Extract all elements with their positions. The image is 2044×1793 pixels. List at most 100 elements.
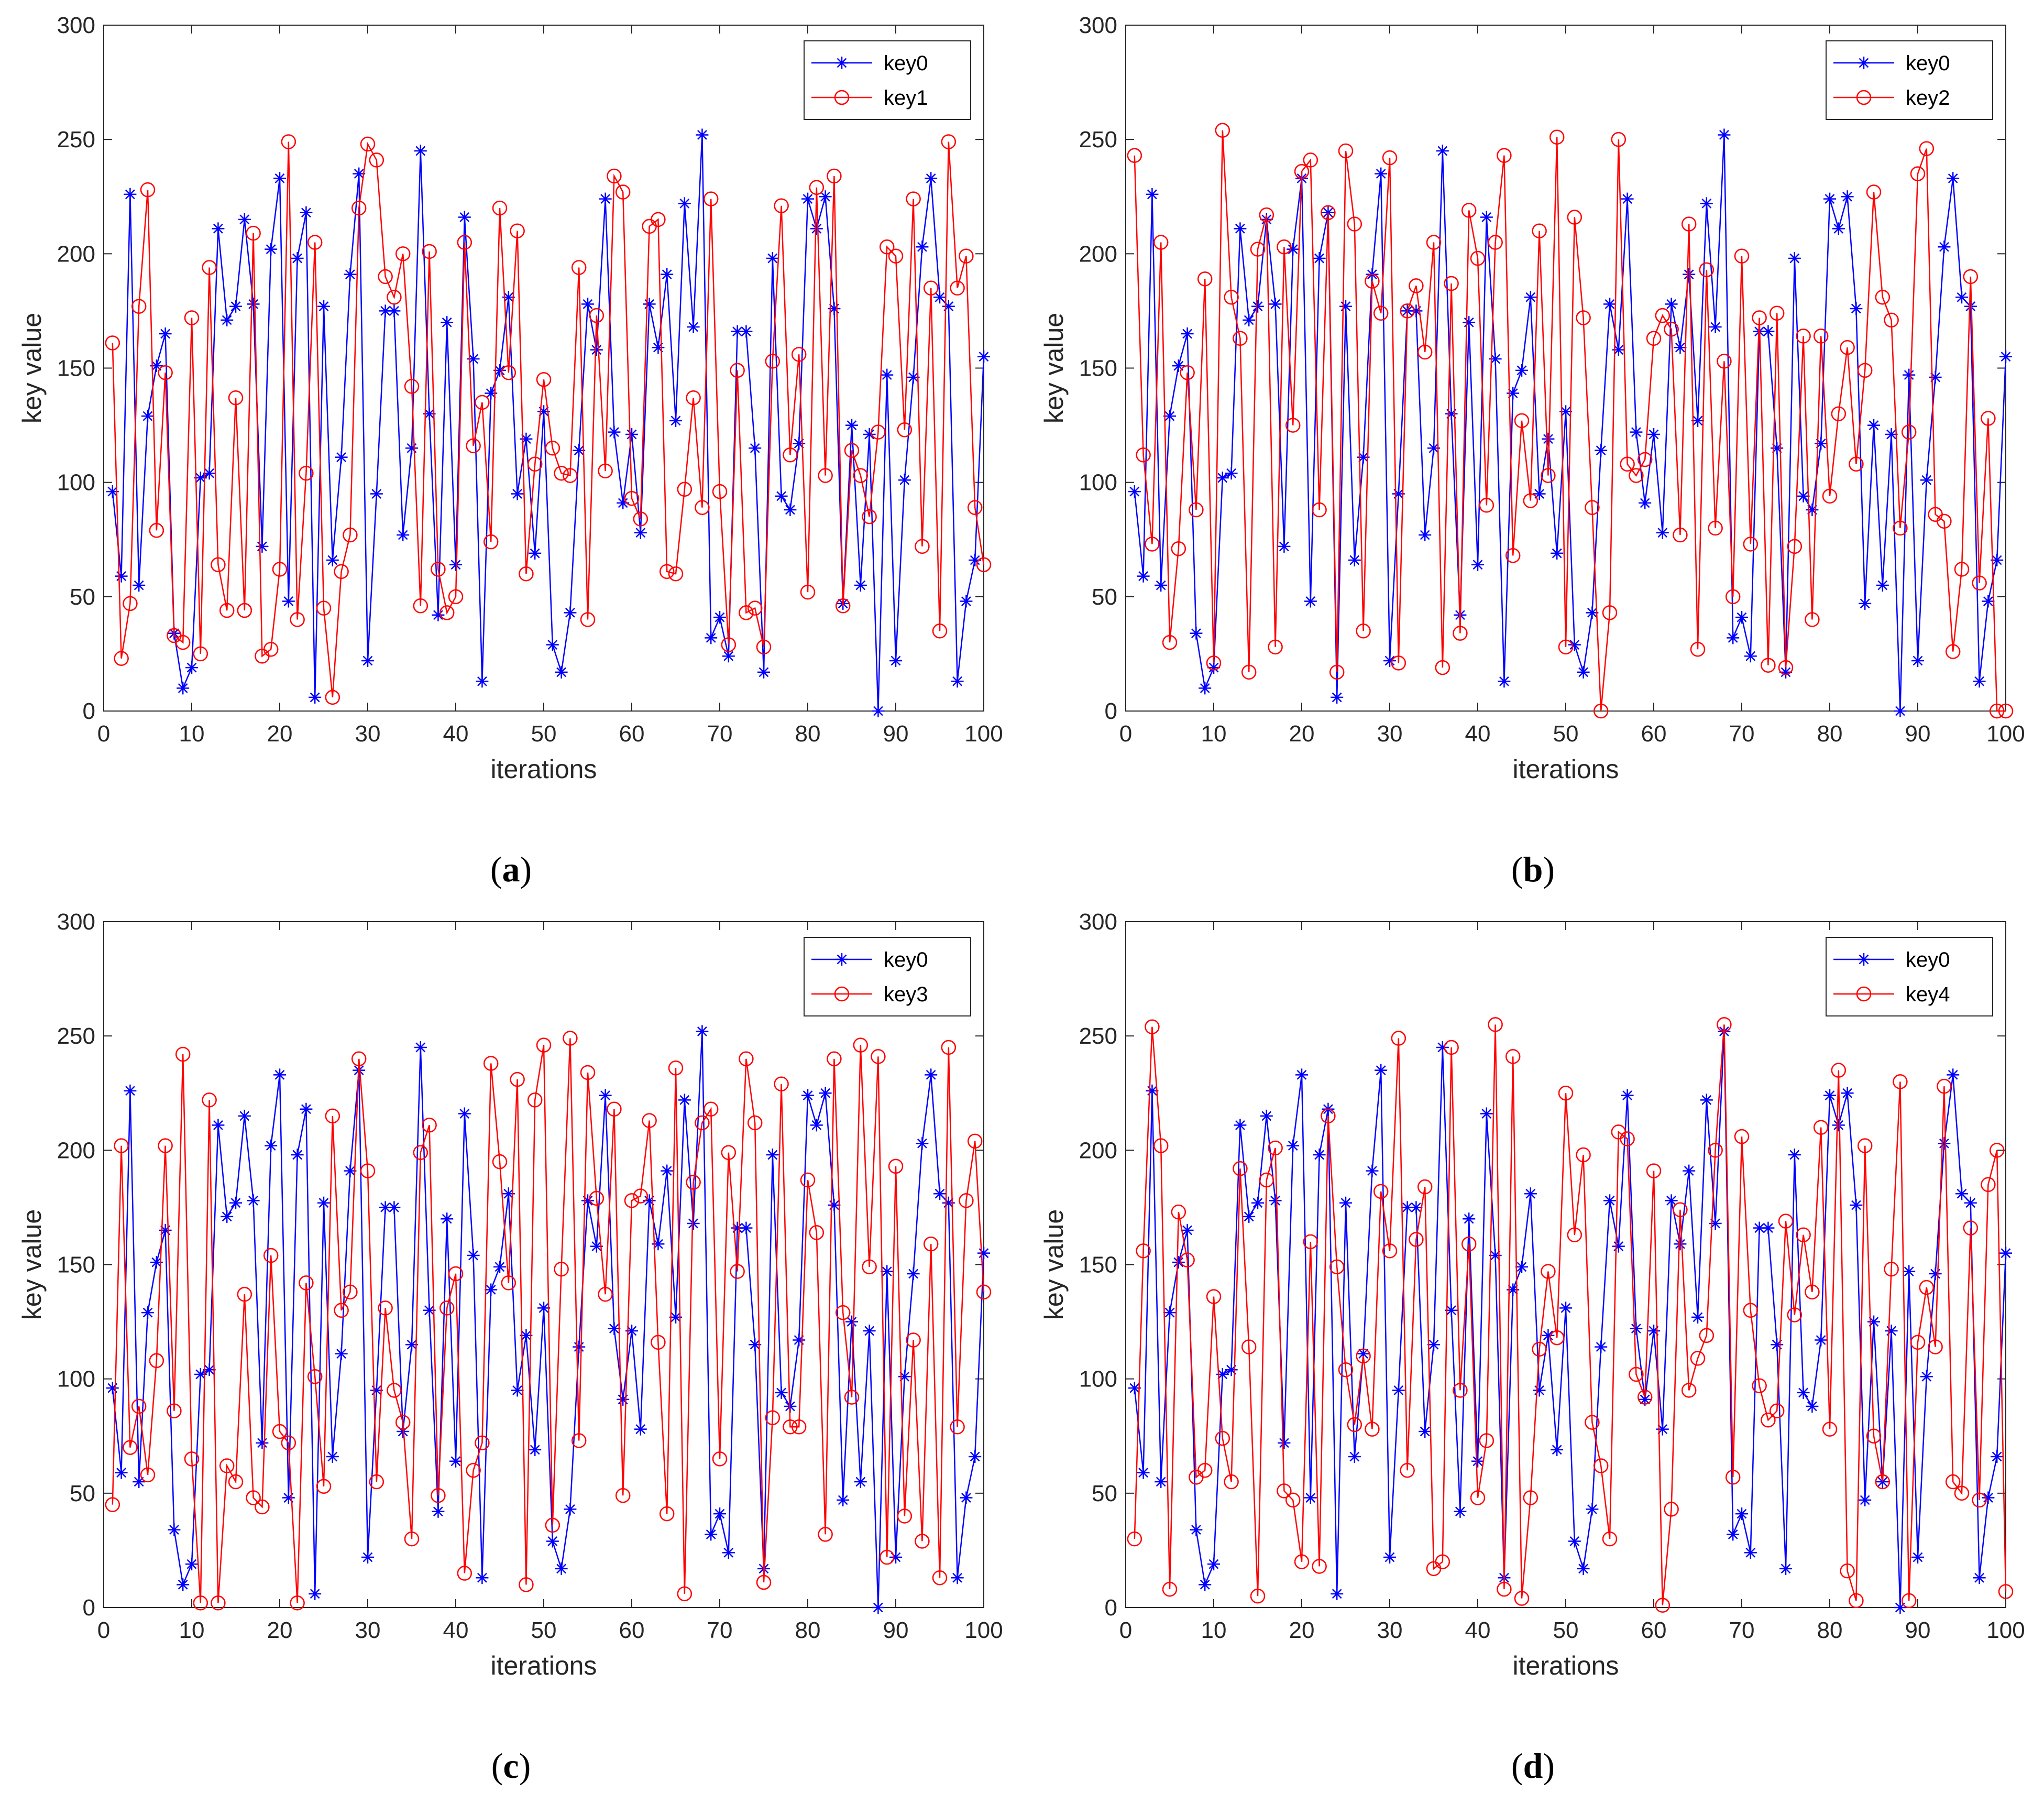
- data-point-key0: [1207, 1558, 1220, 1571]
- legend-label: key0: [1906, 52, 1950, 75]
- data-point-key3: [756, 1575, 772, 1590]
- data-point-key0: [124, 1084, 137, 1097]
- data-point-key2: [1981, 411, 1996, 426]
- data-point-key4: [1285, 1492, 1301, 1508]
- data-point-key0: [608, 1322, 621, 1335]
- data-point-key4: [1417, 1179, 1433, 1195]
- data-point-key0: [634, 1423, 647, 1436]
- data-point-key3: [545, 1517, 561, 1533]
- data-point-key2: [1796, 329, 1811, 344]
- x-tick-label: 50: [1553, 721, 1579, 747]
- x-tick-label: 20: [267, 721, 293, 747]
- y-tick-label: 50: [1092, 1481, 1117, 1506]
- data-point-key2: [1620, 456, 1635, 472]
- data-point-key3: [466, 1462, 481, 1478]
- caption-a-label: a: [502, 849, 520, 889]
- data-point-key1: [140, 182, 156, 198]
- data-point-key2: [1321, 205, 1336, 221]
- data-point-key2: [1717, 354, 1732, 369]
- data-point-key3: [290, 1595, 305, 1611]
- data-point-key4: [1787, 1307, 1803, 1322]
- data-point-key1: [519, 566, 534, 582]
- data-point-key1: [237, 603, 252, 618]
- data-point-key3: [263, 1248, 279, 1263]
- data-point-key0: [1234, 222, 1247, 235]
- data-point-key0: [1744, 650, 1757, 663]
- data-point-key2: [1461, 203, 1477, 218]
- data-point-key0: [361, 654, 374, 668]
- data-point-key4: [1725, 1470, 1741, 1485]
- data-point-key0: [405, 1338, 418, 1351]
- data-point-key0: [1788, 1149, 1801, 1162]
- data-point-key0: [1542, 1329, 1555, 1342]
- data-point-key0: [397, 1425, 410, 1438]
- data-point-key0: [1199, 682, 1212, 695]
- data-point-key0: [969, 554, 982, 567]
- data-point-key0: [124, 188, 137, 201]
- data-point-key2: [1708, 520, 1723, 536]
- series-key0: [1128, 1025, 2012, 1614]
- data-point-key3: [457, 1566, 472, 1581]
- data-point-key1: [571, 260, 587, 275]
- data-point-key0: [1383, 654, 1396, 668]
- data-point-key0: [379, 304, 392, 318]
- data-point-key0: [678, 197, 691, 210]
- data-point-key3: [211, 1595, 226, 1611]
- data-point-key0: [1859, 597, 1872, 610]
- data-point-key3: [651, 1335, 666, 1350]
- data-point-key1: [677, 482, 693, 497]
- data-point-key1: [607, 168, 622, 184]
- chart-panel-b: 0 10 20 30 40 50 60 70 80 90 100 0 50 100 150 200 250 300…: [1022, 0, 2044, 896]
- data-point-key1: [466, 438, 481, 454]
- data-point-key0: [872, 1601, 885, 1614]
- data-point-key4: [1981, 1177, 1996, 1193]
- data-point-key0: [335, 451, 348, 464]
- y-axis-label: key value: [1039, 313, 1069, 423]
- data-point-key0: [599, 1089, 612, 1102]
- data-point-key2: [1241, 664, 1257, 680]
- y-tick-label: 100: [1079, 470, 1117, 496]
- data-point-key2: [1285, 418, 1301, 433]
- data-point-key0: [1128, 485, 1141, 498]
- data-point-key2: [1268, 639, 1283, 655]
- data-point-key0: [432, 1505, 445, 1518]
- chart-panel-c: 0 10 20 30 40 50 60 70 80 90 100 0 50 100 150 200 250 300…: [0, 896, 1022, 1793]
- data-point-key1: [712, 484, 728, 499]
- data-point-key0: [1260, 1109, 1273, 1122]
- data-point-key0: [212, 1119, 225, 1132]
- data-point-key1: [879, 239, 895, 255]
- data-point-key0: [1190, 627, 1203, 640]
- data-point-key0: [1894, 705, 1907, 717]
- data-point-key0: [1700, 197, 1713, 210]
- data-point-key0: [1982, 595, 1995, 608]
- data-point-key0: [273, 1068, 286, 1081]
- data-point-key2: [1312, 502, 1327, 518]
- data-point-key1: [853, 468, 869, 483]
- data-point-key0: [344, 1164, 357, 1177]
- data-point-key1: [923, 280, 939, 296]
- data-point-key4: [1919, 1280, 1935, 1295]
- data-point-key0: [1665, 1194, 1678, 1207]
- data-point-key3: [765, 1410, 781, 1426]
- data-point-key2: [1813, 329, 1829, 344]
- data-point-key4: [1347, 1417, 1362, 1433]
- data-point-key4: [1901, 1593, 1917, 1609]
- data-point-key3: [703, 1101, 719, 1117]
- x-tick-label: 90: [1905, 721, 1931, 747]
- legend-marker: [834, 986, 850, 1002]
- data-point-key2: [1514, 413, 1530, 429]
- data-point-key0: [1709, 320, 1722, 333]
- series-key0: [106, 1025, 990, 1614]
- data-point-key0: [687, 320, 700, 333]
- data-point-key0: [1674, 1238, 1687, 1251]
- data-point-key0: [414, 144, 427, 157]
- data-point-key0: [1850, 302, 1863, 315]
- x-tick-label: 70: [707, 721, 733, 747]
- data-point-key1: [158, 365, 173, 380]
- data-point-key3: [343, 1284, 358, 1300]
- y-tick-label: 200: [57, 1138, 95, 1163]
- data-point-key2: [1963, 269, 1979, 285]
- data-point-key0: [458, 1107, 471, 1120]
- data-point-key1: [272, 562, 288, 577]
- data-point-key0: [819, 190, 832, 203]
